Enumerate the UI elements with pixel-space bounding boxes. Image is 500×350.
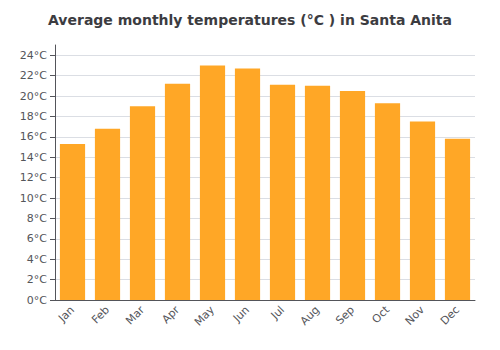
svg-text:18°C: 18°C [20,110,47,123]
svg-text:Jan: Jan [55,303,77,325]
svg-text:Oct: Oct [369,303,392,326]
svg-text:Jul: Jul [268,303,287,322]
svg-text:22°C: 22°C [20,69,47,82]
svg-text:Jun: Jun [230,303,252,325]
svg-text:16°C: 16°C [20,130,47,143]
svg-text:6°C: 6°C [27,232,47,245]
svg-text:Nov: Nov [403,303,428,328]
svg-text:12°C: 12°C [20,171,47,184]
svg-text:Apr: Apr [159,303,182,326]
svg-text:Mar: Mar [123,303,147,327]
svg-text:Average monthly temperatures (: Average monthly temperatures (°C ) in Sa… [48,12,452,28]
svg-text:20°C: 20°C [20,90,47,103]
svg-text:Aug: Aug [298,303,322,327]
svg-text:0°C: 0°C [27,294,47,307]
svg-text:Feb: Feb [89,303,112,326]
svg-text:Dec: Dec [438,303,462,327]
svg-text:2°C: 2°C [27,273,47,286]
svg-text:Sep: Sep [333,303,357,327]
svg-text:4°C: 4°C [27,253,47,266]
svg-text:14°C: 14°C [20,151,47,164]
svg-text:24°C: 24°C [20,49,47,62]
svg-text:8°C: 8°C [27,212,47,225]
svg-text:10°C: 10°C [20,192,47,205]
svg-text:May: May [192,303,218,329]
